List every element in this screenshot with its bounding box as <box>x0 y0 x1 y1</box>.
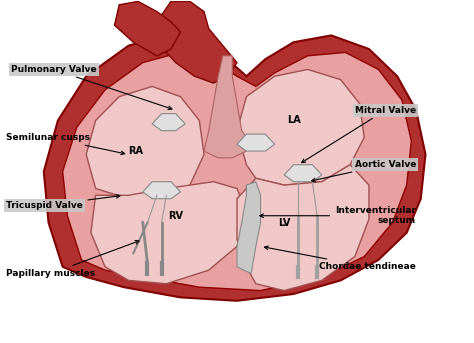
Polygon shape <box>152 114 185 131</box>
Polygon shape <box>237 165 369 291</box>
Text: Mitral Valve: Mitral Valve <box>301 106 416 163</box>
Text: Semilunar cusps: Semilunar cusps <box>6 133 125 155</box>
Text: Papillary muscles: Papillary muscles <box>6 240 139 278</box>
Polygon shape <box>157 1 237 83</box>
Polygon shape <box>237 182 261 274</box>
Text: LV: LV <box>278 217 290 227</box>
Polygon shape <box>204 56 251 158</box>
Text: Aortic Valve: Aortic Valve <box>311 160 416 182</box>
Polygon shape <box>115 1 181 56</box>
Polygon shape <box>237 69 364 185</box>
Text: Pulmonary Valve: Pulmonary Valve <box>11 65 172 109</box>
Polygon shape <box>63 52 411 291</box>
Polygon shape <box>284 165 322 182</box>
Text: Interventricular
septum: Interventricular septum <box>260 206 416 225</box>
Polygon shape <box>91 182 246 284</box>
Text: LA: LA <box>287 116 301 126</box>
Polygon shape <box>44 35 426 301</box>
Text: Chordae tendineae: Chordae tendineae <box>264 246 416 271</box>
Text: RA: RA <box>128 146 143 156</box>
Polygon shape <box>237 134 275 151</box>
Text: RV: RV <box>168 211 183 221</box>
Polygon shape <box>86 86 204 199</box>
Text: Tricuspid Valve: Tricuspid Valve <box>6 194 120 210</box>
Polygon shape <box>143 182 181 199</box>
